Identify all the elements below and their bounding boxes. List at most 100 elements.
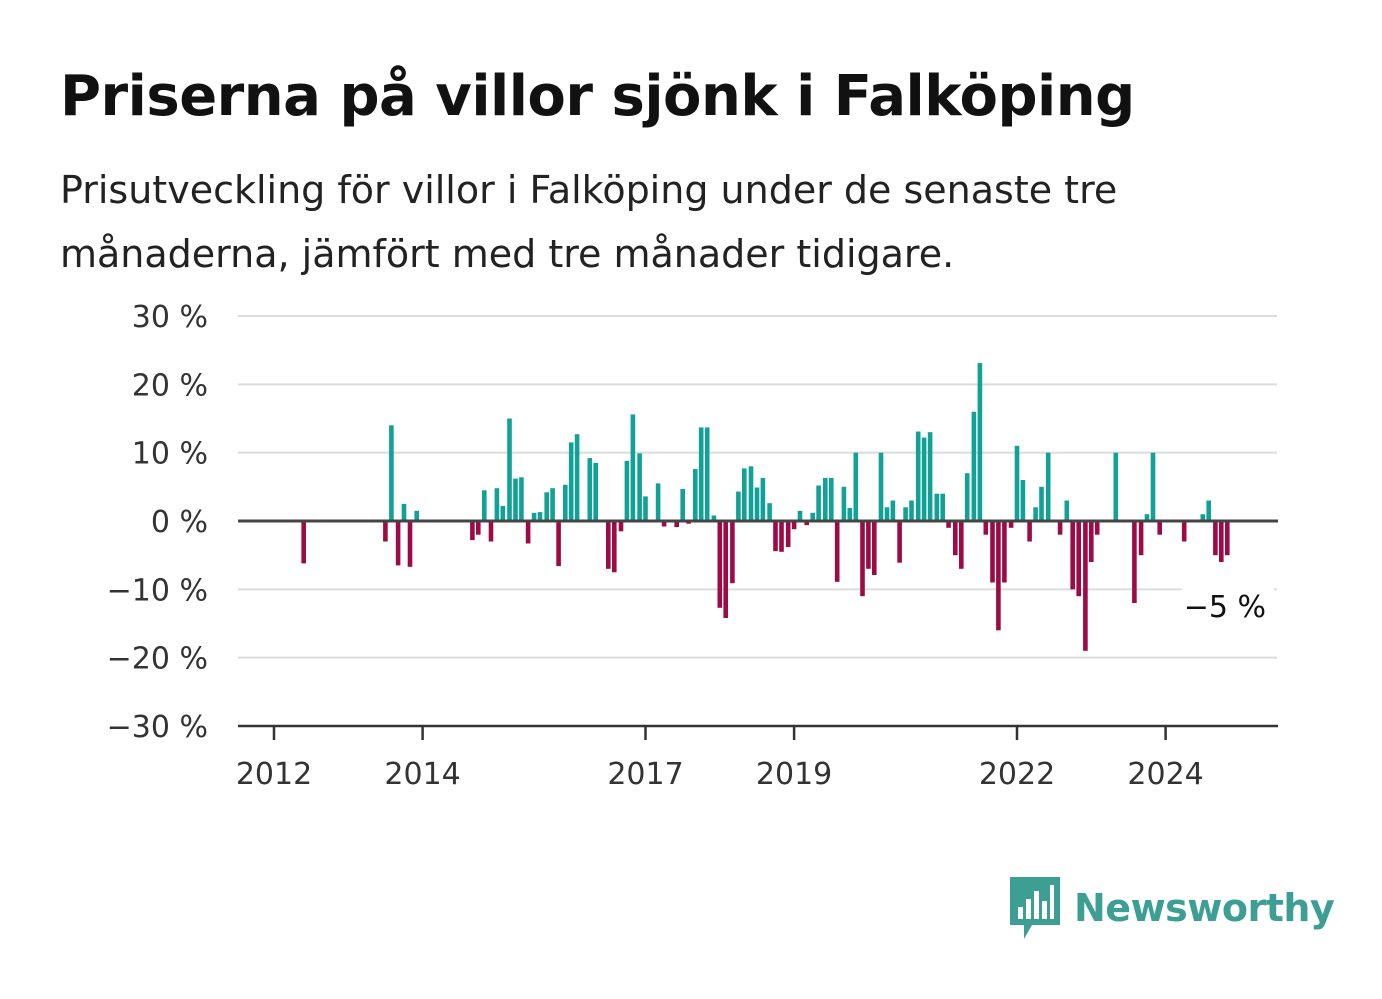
last-value-label: −5 % bbox=[1184, 590, 1266, 625]
bar bbox=[791, 521, 797, 530]
bar bbox=[909, 500, 914, 521]
bar bbox=[537, 512, 543, 521]
y-tick-label: 30 % bbox=[132, 300, 208, 335]
bar bbox=[804, 521, 809, 526]
bar bbox=[748, 466, 754, 521]
bar bbox=[637, 453, 642, 521]
bar bbox=[525, 521, 531, 544]
x-tick-label: 2014 bbox=[384, 757, 460, 792]
bar bbox=[1020, 480, 1026, 521]
bar bbox=[550, 488, 555, 521]
brand-name: Newsworthy bbox=[1074, 886, 1335, 930]
bar bbox=[593, 462, 598, 521]
bar bbox=[1033, 507, 1038, 521]
bar-chart: 30 %20 %10 %0 %−10 %−20 %−30 % 2012 2014 2… bbox=[107, 300, 1278, 792]
bar bbox=[1094, 521, 1100, 535]
y-tick-label: 10 % bbox=[132, 437, 208, 472]
bar bbox=[717, 521, 723, 608]
bar bbox=[674, 521, 679, 528]
y-tick-label: 20 % bbox=[132, 368, 208, 403]
bar bbox=[414, 510, 419, 522]
bar bbox=[1132, 521, 1137, 603]
bar bbox=[624, 460, 630, 521]
bar bbox=[1076, 521, 1081, 597]
bar bbox=[513, 478, 518, 521]
bar bbox=[407, 521, 413, 567]
bar bbox=[934, 493, 940, 521]
bar bbox=[878, 452, 884, 521]
bar bbox=[494, 488, 500, 521]
y-tick-label: −30 % bbox=[107, 710, 208, 745]
bar bbox=[383, 521, 388, 542]
x-axis-ticks: 2012 2014 2017 2019 2022 2024 bbox=[236, 726, 1204, 792]
bar bbox=[574, 434, 580, 521]
bar bbox=[890, 500, 896, 521]
x-tick-label: 2019 bbox=[756, 757, 832, 792]
y-tick-label: 0 % bbox=[151, 505, 208, 540]
bar bbox=[476, 521, 481, 535]
bar bbox=[693, 469, 698, 521]
bar bbox=[736, 491, 741, 521]
bar bbox=[655, 483, 661, 521]
bar bbox=[903, 507, 908, 521]
bar bbox=[1008, 521, 1014, 528]
bar bbox=[488, 521, 494, 542]
bar bbox=[618, 521, 624, 532]
bar bbox=[834, 521, 840, 582]
bar bbox=[507, 418, 512, 521]
bar bbox=[829, 477, 834, 521]
bar bbox=[816, 485, 821, 521]
x-tick-label: 2012 bbox=[236, 757, 312, 792]
bar bbox=[1144, 514, 1150, 521]
bar bbox=[797, 510, 803, 522]
bar bbox=[959, 521, 964, 569]
bar bbox=[953, 521, 958, 556]
bar bbox=[996, 521, 1001, 631]
bar bbox=[1002, 521, 1007, 583]
bar bbox=[1213, 521, 1218, 556]
bar bbox=[971, 411, 977, 521]
bar bbox=[1113, 452, 1119, 521]
bar bbox=[1083, 521, 1088, 651]
bar bbox=[389, 425, 394, 521]
bar bbox=[500, 506, 506, 521]
bar bbox=[301, 521, 306, 564]
bar bbox=[847, 508, 853, 521]
bar bbox=[519, 477, 524, 521]
bar bbox=[779, 521, 784, 552]
bar bbox=[1039, 486, 1044, 521]
bar bbox=[630, 414, 636, 521]
bar bbox=[698, 427, 704, 521]
bar bbox=[977, 363, 983, 521]
bar bbox=[661, 521, 667, 527]
bar bbox=[1138, 521, 1144, 556]
bar bbox=[1206, 500, 1211, 521]
bar bbox=[884, 507, 890, 521]
bar bbox=[680, 488, 685, 521]
bar bbox=[711, 515, 717, 521]
bar bbox=[872, 521, 877, 575]
bar bbox=[544, 492, 549, 521]
bar bbox=[563, 484, 568, 521]
bar bbox=[723, 521, 728, 618]
bar bbox=[760, 477, 766, 521]
bar bbox=[853, 452, 859, 521]
bars bbox=[301, 363, 1230, 651]
last-value-annotation: −5 % bbox=[1182, 587, 1274, 628]
bar bbox=[964, 473, 970, 521]
bar bbox=[1150, 452, 1156, 521]
bar bbox=[531, 512, 537, 521]
bar bbox=[704, 427, 710, 521]
bar bbox=[643, 496, 648, 521]
bar bbox=[730, 521, 735, 584]
x-tick-label: 2022 bbox=[979, 757, 1055, 792]
y-tick-label: −10 % bbox=[107, 573, 208, 608]
bar bbox=[1027, 521, 1032, 542]
bar bbox=[1157, 521, 1162, 535]
bar bbox=[482, 490, 487, 522]
bar bbox=[785, 521, 791, 547]
bar bbox=[1200, 514, 1206, 521]
bar bbox=[1064, 500, 1070, 521]
chart-title: Priserna på villor sjönk i Falköping bbox=[60, 64, 1135, 129]
bar bbox=[1089, 521, 1094, 562]
